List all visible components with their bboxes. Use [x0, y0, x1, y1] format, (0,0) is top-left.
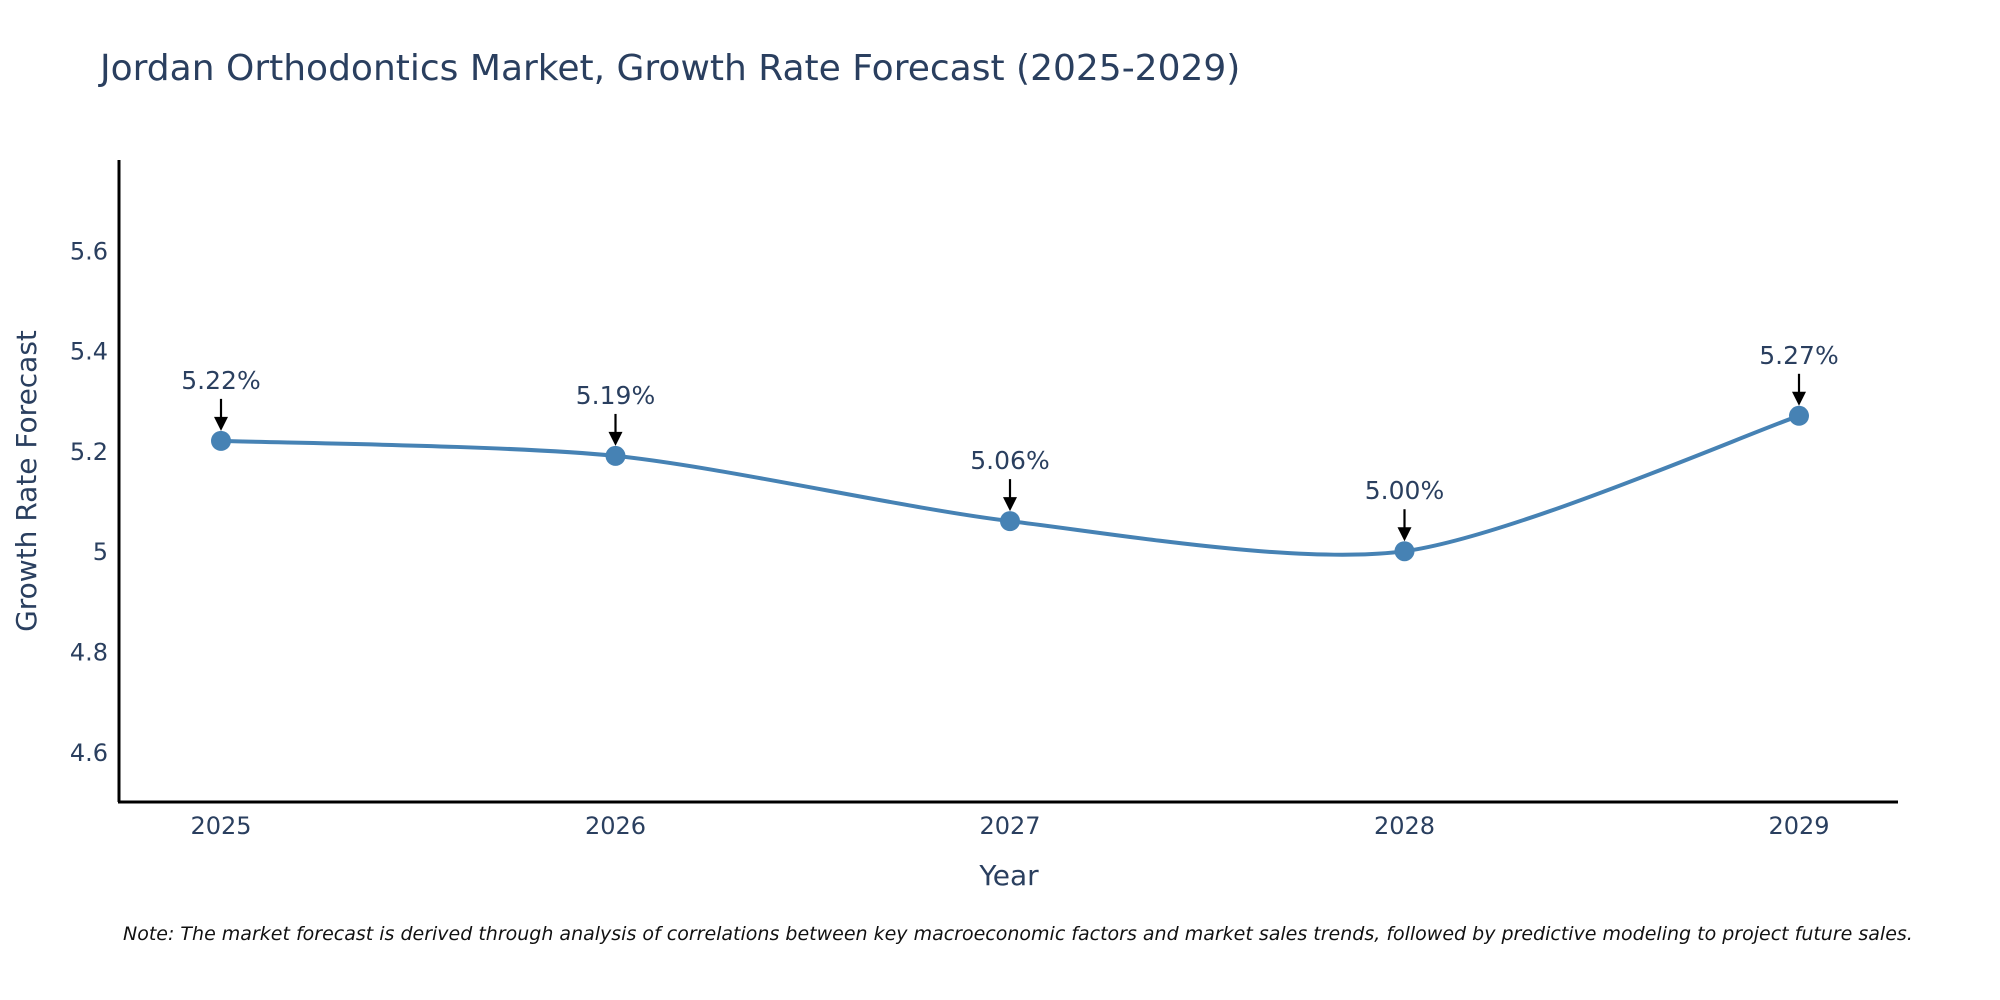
x-axis-ticks: 2025 2026 2027 2028 2029 [190, 812, 1829, 840]
x-tick-label: 2028 [1374, 812, 1435, 840]
data-point [1000, 511, 1020, 532]
y-tick-label: 4.8 [70, 639, 108, 667]
y-tick-label: 5 [93, 538, 108, 566]
axes [117, 160, 1898, 804]
data-label: 5.22% [181, 366, 260, 395]
data-label-annotations: 5.22% 5.19% 5.06% 5.00% 5.27% [181, 341, 1839, 542]
y-tick-label: 5.6 [70, 237, 108, 265]
annotation-arrow-head [608, 431, 623, 446]
data-points [211, 405, 1809, 562]
annotation-arrow-head [1003, 497, 1017, 512]
annotation-arrow-head [214, 416, 228, 431]
x-tick-label: 2025 [190, 812, 251, 840]
y-tick-label: 5.2 [70, 438, 108, 466]
y-axis-title: Growth Rate Forecast [10, 330, 43, 632]
chart-title: Jordan Orthodontics Market, Growth Rate … [98, 48, 1240, 89]
x-tick-label: 2026 [585, 812, 646, 840]
x-tick-label: 2029 [1768, 812, 1829, 840]
annotation-arrow-head [1792, 391, 1806, 406]
data-point [605, 445, 626, 466]
data-label: 5.06% [970, 446, 1049, 475]
y-tick-label: 5.4 [70, 338, 108, 366]
x-axis-title: Year [978, 859, 1039, 892]
annotation-arrow-head [1397, 527, 1412, 542]
data-label: 5.00% [1365, 476, 1444, 505]
data-point [211, 430, 231, 451]
y-tick-label: 4.6 [70, 739, 108, 767]
footnote: Note: The market forecast is derived thr… [123, 923, 1913, 945]
y-axis-ticks: 4.6 4.8 5 5.2 5.4 5.6 [70, 237, 108, 767]
x-tick-label: 2027 [979, 812, 1040, 840]
data-point [1394, 541, 1415, 562]
data-point [1789, 405, 1809, 426]
data-label: 5.19% [576, 381, 655, 410]
data-label: 5.27% [1759, 341, 1838, 370]
